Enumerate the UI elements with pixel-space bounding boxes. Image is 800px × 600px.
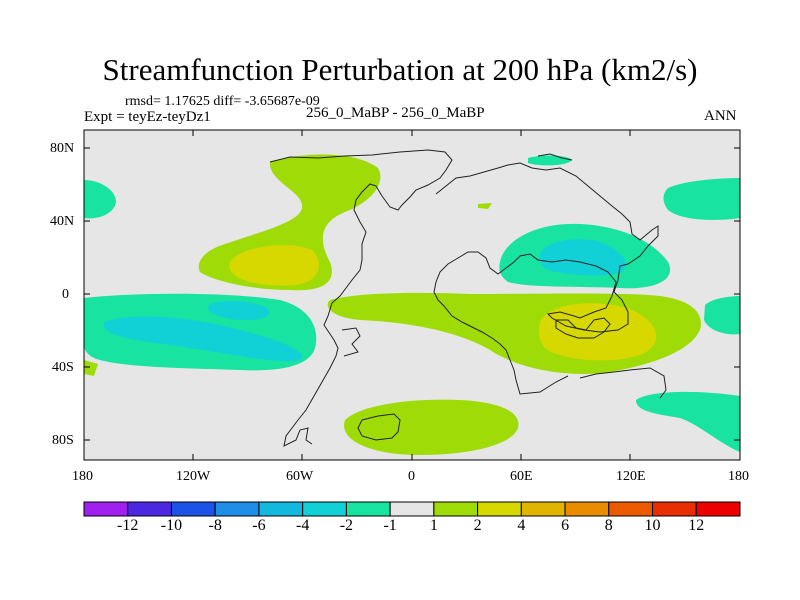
x-tick-label: 60E	[510, 469, 533, 484]
colorbar-swatch	[83, 501, 129, 517]
field-positive-region-arctic	[478, 203, 492, 209]
colorbar-label: -1	[383, 517, 397, 534]
x-tick-label: 0	[408, 469, 415, 484]
field-strong-negative-asia	[539, 239, 626, 276]
x-tick-label: 120E	[616, 469, 646, 484]
field-strong-negative-pacific	[103, 316, 302, 362]
colorbar	[83, 501, 741, 517]
coastline-americas-greenland	[269, 149, 453, 447]
colorbar-label: 12	[688, 517, 705, 534]
colorbar-label: -4	[295, 517, 310, 534]
field-strong-negative-pacific-small	[208, 301, 270, 321]
y-tick-label: 40S	[52, 360, 74, 375]
colorbar-label: -8	[208, 517, 222, 534]
colorbar-swatch	[389, 501, 435, 517]
field-positive-region-southern	[344, 399, 519, 455]
colorbar-label: -2	[339, 517, 354, 534]
continent-outlines	[269, 149, 667, 447]
case-label: 256_0_MaBP - 256_0_MaBP	[306, 105, 485, 121]
colorbar-swatch	[302, 501, 347, 517]
x-tick-marks	[83, 130, 741, 460]
colorbar-swatch	[258, 501, 304, 517]
colorbar-label: 1	[429, 517, 438, 534]
field-negative-region-pacific-north-east	[663, 178, 740, 220]
rmsd-stat: rmsd= 1.17625 diff= -3.65687e-09	[125, 94, 320, 109]
colorbar-swatch	[345, 501, 391, 517]
coastline-europe-africa	[433, 162, 659, 395]
colorbar-label: -12	[117, 517, 139, 534]
x-tick-label: 60W	[286, 469, 314, 484]
colorbar-label: 2	[473, 517, 482, 534]
coastline-asia-inner	[555, 317, 611, 339]
colorbar-label: 4	[517, 517, 526, 534]
y-tick-label: 40N	[50, 214, 75, 229]
field-negative-region-pacific-east	[704, 296, 740, 335]
colorbar-swatch	[477, 501, 522, 517]
x-tick-label: 120W	[176, 469, 211, 484]
colorbar-swatch	[608, 501, 654, 517]
page-title: Streamfunction Perturbation at 200 hPa (…	[102, 52, 698, 87]
x-tick-label: 180	[728, 469, 749, 484]
y-tick-label: 80N	[50, 141, 75, 156]
y-tick-label: 0	[62, 287, 69, 302]
coastline-antarctica	[357, 413, 401, 441]
x-tick-label: 180	[72, 469, 93, 484]
field-negative-region-pacific-north-west	[84, 180, 116, 219]
colorbar-swatch	[433, 501, 479, 517]
field-negative-region-southern-ocean	[636, 391, 740, 452]
colorbar-swatch	[520, 501, 566, 517]
map-plot-area	[84, 130, 740, 460]
experiment-label: Expt = teyEz-teyDz1	[84, 109, 211, 125]
colorbar-label: 10	[644, 517, 661, 534]
coastline-south-america-west	[341, 327, 361, 357]
colorbar-swatch	[652, 501, 697, 517]
field-positive-region-tropical-east	[84, 360, 98, 376]
coastline-australia	[579, 367, 667, 399]
colorbar-swatch	[695, 501, 741, 517]
colorbar-swatch	[564, 501, 610, 517]
colorbar-label: -10	[160, 517, 183, 534]
field-strong-positive-americas	[229, 245, 319, 286]
colorbar-swatch	[214, 501, 260, 517]
coastline-arctic-islands	[537, 153, 573, 161]
colorbar-label: 6	[561, 517, 570, 534]
colorbar-label: -6	[252, 517, 266, 534]
colorbar-label: 8	[604, 517, 613, 534]
y-tick-marks	[84, 147, 740, 441]
colorbar-swatch	[170, 501, 216, 517]
season-label: ANN	[704, 108, 737, 124]
colorbar-swatch	[127, 501, 172, 517]
y-tick-label: 80S	[52, 433, 74, 448]
